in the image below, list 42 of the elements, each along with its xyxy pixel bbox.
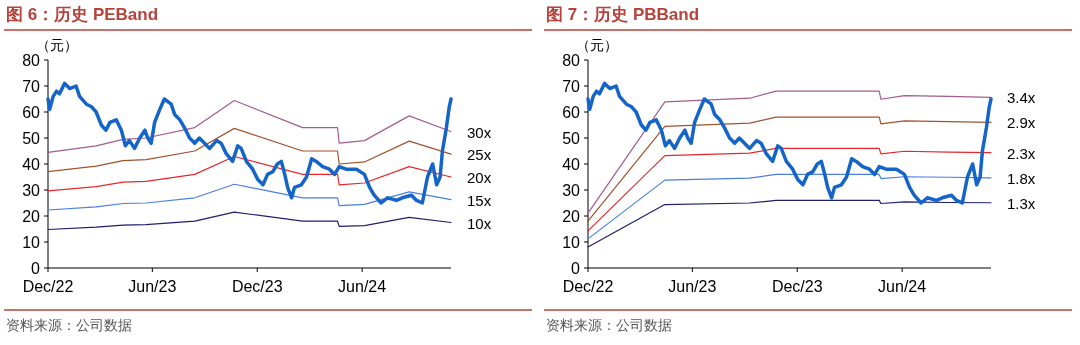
- y-tick-label: 60: [562, 104, 581, 121]
- x-tick-label: Dec/23: [231, 278, 283, 295]
- series-label: 1.3x: [1007, 194, 1036, 212]
- series-label: 3.4x: [1007, 89, 1036, 107]
- y-tick-label: 50: [562, 130, 581, 147]
- y-tick-label: 80: [562, 52, 581, 69]
- y-tick-label: 50: [22, 130, 41, 147]
- ylabel: （元）: [576, 37, 618, 53]
- series-label: 20x: [467, 169, 492, 186]
- series-label: 25x: [467, 146, 492, 164]
- series-label: 2.3x: [1007, 144, 1036, 162]
- title: 图 7：历史 PBBand: [546, 5, 700, 24]
- x-tick-label: Jun/24: [338, 278, 387, 295]
- y-tick-label: 10: [562, 234, 581, 251]
- y-tick-label: 20: [562, 208, 581, 225]
- x-tick-label: Dec/22: [562, 278, 614, 295]
- x-tick-label: Jun/24: [878, 278, 927, 295]
- series-label: 30x: [467, 123, 492, 141]
- y-tick-label: 70: [22, 78, 41, 95]
- y-tick-label: 20: [22, 208, 41, 225]
- y-tick-label: 40: [22, 156, 41, 173]
- x-tick-label: Jun/23: [128, 278, 177, 295]
- y-tick-label: 30: [22, 182, 41, 199]
- series-label: 10x: [467, 214, 492, 232]
- y-tick-label: 10: [22, 234, 41, 251]
- y-tick-label: 0: [31, 260, 41, 277]
- y-tick-label: 40: [562, 156, 581, 173]
- y-tick-label: 60: [22, 104, 41, 121]
- annotation: 资料来源：公司数据: [546, 317, 672, 333]
- y-tick-label: 70: [562, 78, 581, 95]
- y-tick-label: 80: [22, 52, 41, 69]
- series-label: 15x: [467, 191, 492, 209]
- series-label: 1.8x: [1007, 169, 1036, 187]
- ylabel: （元）: [36, 37, 78, 53]
- x-tick-label: Dec/22: [22, 278, 74, 295]
- annotation: 资料来源：公司数据: [6, 317, 132, 333]
- y-tick-label: 30: [562, 182, 581, 199]
- series-label: 2.9x: [1007, 114, 1036, 132]
- y-tick-label: 0: [571, 260, 581, 277]
- title: 图 6：历史 PEBand: [6, 5, 159, 24]
- x-tick-label: Dec/23: [771, 278, 823, 295]
- x-tick-label: Jun/23: [668, 278, 717, 295]
